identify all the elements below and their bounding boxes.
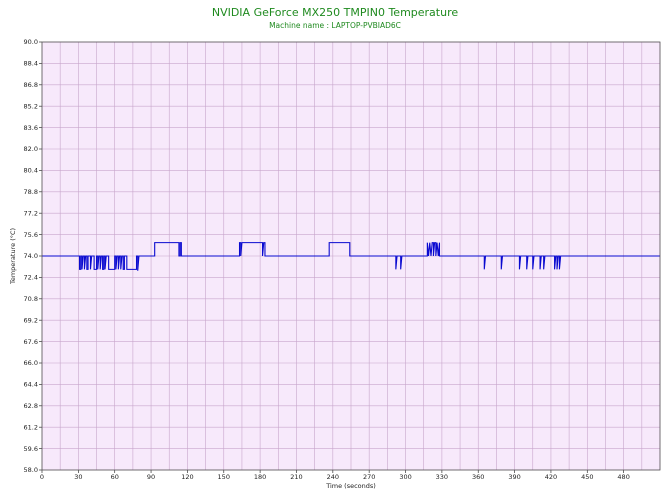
y-axis-label: Temperature (°C) [9,228,17,285]
y-tick-label: 67.6 [24,338,38,346]
x-tick-label: 420 [545,473,557,481]
y-axis-ticks: 58.0 59.6 61.2 62.8 64.4 66.0 67.6 69.2 70.8 72.4… [24,38,42,474]
x-tick-label: 480 [617,473,629,481]
x-axis-ticks: 0 30 60 90 120 150 180 210 240 270 300 330 360 390 420… [40,470,630,481]
plot-frame [41,41,661,471]
chart-title: NVIDIA GeForce MX250 TMPIN0 Temperature [211,6,459,19]
y-tick-label: 77.2 [24,209,38,217]
y-tick-label: 86.8 [24,81,38,89]
y-tick-label: 64.4 [24,381,38,389]
series-layer [42,242,660,271]
y-tick-label: 62.8 [24,402,38,410]
y-tick-label: 58.0 [24,466,38,474]
y-tick-label: 70.8 [24,295,38,303]
x-tick-label: 450 [581,473,593,481]
x-tick-label: 120 [181,473,193,481]
x-tick-label: 330 [436,473,448,481]
x-tick-label: 180 [254,473,266,481]
series-line [42,242,660,271]
y-tick-label: 59.6 [24,445,38,453]
x-tick-label: 240 [327,473,339,481]
y-tick-label: 75.6 [24,231,38,239]
x-tick-label: 210 [290,473,302,481]
y-tick-label: 66.0 [24,359,38,367]
x-tick-label: 30 [74,473,82,481]
y-tick-label: 74.0 [24,252,38,260]
x-tick-label: 60 [111,473,119,481]
y-tick-label: 61.2 [24,423,38,431]
x-tick-label: 150 [218,473,230,481]
y-tick-label: 78.8 [24,188,38,196]
x-tick-label: 300 [399,473,411,481]
x-tick-label: 90 [147,473,155,481]
y-tick-label: 72.4 [24,274,38,282]
y-tick-label: 88.4 [24,60,38,68]
y-tick-label: 82.0 [24,145,38,153]
x-tick-label: 360 [472,473,484,481]
x-tick-label: 390 [508,473,520,481]
chart-subtitle: Machine name : LAPTOP-PVBIAD6C [269,21,401,30]
y-tick-label: 83.6 [24,124,38,132]
x-tick-label: 0 [40,473,44,481]
y-tick-label: 90.0 [24,38,38,46]
y-tick-label: 85.2 [24,102,38,110]
y-tick-label: 80.4 [24,167,38,175]
x-axis-label: Time (seconds) [325,482,376,490]
y-tick-label: 69.2 [24,316,38,324]
x-tick-label: 270 [363,473,375,481]
